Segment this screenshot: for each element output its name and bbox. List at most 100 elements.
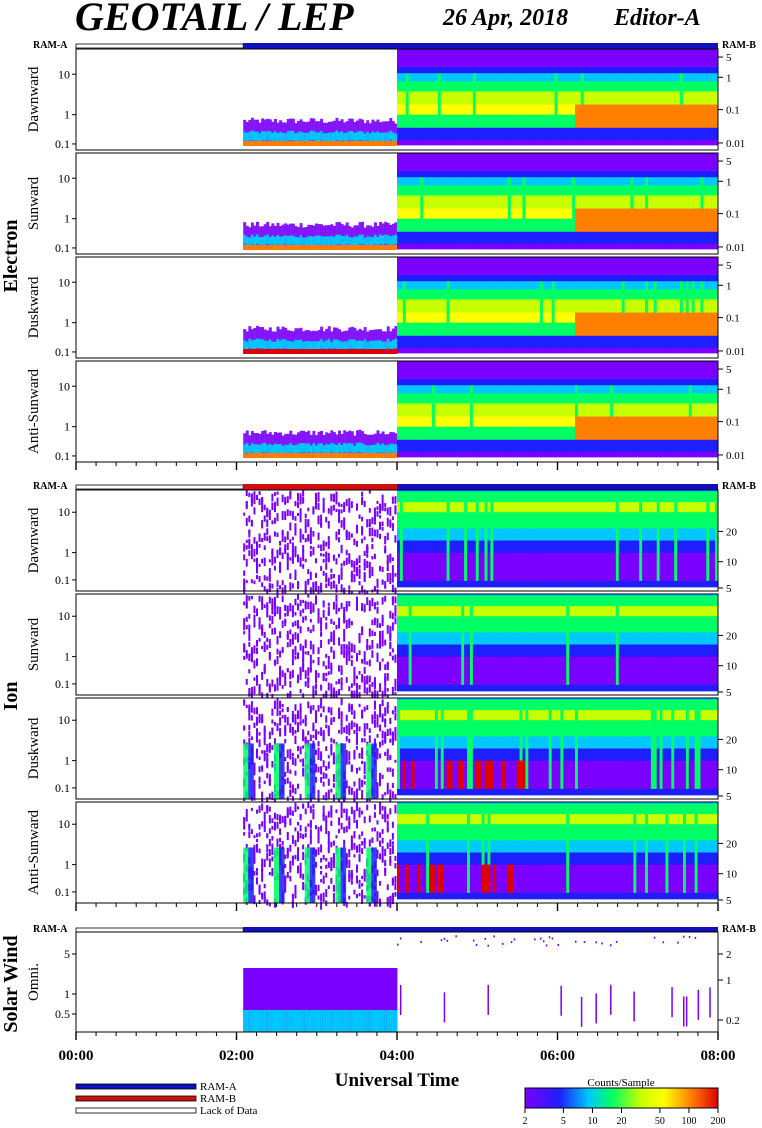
- spectrum-strip: [258, 237, 262, 246]
- spectrum-band: [432, 257, 436, 276]
- spectrum-band: [452, 81, 456, 92]
- spectrum-strip: [261, 245, 265, 250]
- spectrum-band: [423, 177, 427, 186]
- spectrum-band: [621, 185, 626, 196]
- spectrum-band: [712, 91, 716, 105]
- spectrum-band: [519, 171, 523, 178]
- spectrum-band: [510, 416, 515, 428]
- spectrum-band: [572, 361, 576, 380]
- spectrum-strip: [327, 132, 331, 142]
- spectrum-band: [671, 231, 675, 245]
- spectrum-band: [700, 67, 704, 74]
- spectrum-band: [458, 299, 462, 313]
- spectrum-strip: [304, 340, 308, 350]
- spectrum-band: [504, 243, 509, 250]
- spectrum-band: [604, 67, 608, 74]
- spectrum-band: [674, 299, 678, 313]
- spectrum-band: [569, 177, 573, 186]
- spectrum-band: [677, 416, 681, 428]
- spectrum-band: [580, 139, 585, 146]
- spectrum-band: [612, 153, 617, 172]
- spectrum-band: [636, 177, 640, 186]
- spectrum-band: [639, 104, 643, 116]
- spectrum-band: [493, 177, 497, 186]
- spectrum-band: [542, 426, 547, 441]
- spectrum-strip: [325, 443, 329, 453]
- spectrum-band: [458, 312, 462, 324]
- spectrum-strip: [248, 445, 252, 454]
- spectrum-strip: [366, 349, 370, 354]
- spectrum-band: [496, 403, 500, 417]
- spectrum-band: [472, 289, 477, 300]
- spectrum-band: [432, 153, 436, 172]
- spectrum-strip: [353, 339, 357, 349]
- spectrum-strip: [389, 453, 393, 458]
- spectrum-band: [627, 171, 631, 178]
- spectrum-dot: [273, 492, 276, 496]
- spectrum-band: [604, 322, 608, 337]
- spectrum-band: [405, 299, 410, 313]
- spectrum-band: [475, 312, 480, 324]
- spectrum-band: [630, 139, 634, 146]
- spectrum-band: [560, 439, 564, 453]
- spectrum-strip: [263, 442, 267, 453]
- spectrum-band: [665, 335, 669, 349]
- spectrum-band: [542, 347, 547, 354]
- spectrum-band: [522, 67, 526, 74]
- spectrum-strip: [366, 141, 370, 146]
- spectrum-band: [472, 177, 477, 186]
- spectrum-band: [706, 231, 710, 245]
- spectrum-band: [554, 322, 558, 337]
- spectrum-band: [490, 243, 494, 250]
- spectrum-band: [677, 393, 681, 404]
- spectrum-dot: [248, 544, 251, 550]
- spectrum-band: [671, 322, 675, 337]
- spectrum-band: [697, 322, 701, 337]
- spectrum-band: [455, 335, 459, 349]
- spectrum-band: [402, 185, 407, 196]
- spectrum-dot: [289, 522, 292, 531]
- spectrum-band: [461, 439, 465, 453]
- spectrum-strip: [325, 141, 329, 146]
- spectrum-band: [545, 177, 550, 186]
- spectrum-band: [703, 289, 707, 300]
- spectrum-band: [618, 289, 623, 300]
- spectrum-band: [715, 231, 719, 245]
- spectrum-band: [446, 439, 450, 453]
- spectrum-band: [461, 289, 465, 300]
- spectrum-band: [560, 312, 564, 324]
- spectrum-band: [542, 403, 547, 417]
- spectrum-band: [478, 322, 483, 337]
- spectrum-band: [703, 312, 707, 324]
- spectrum-band: [528, 439, 532, 453]
- spectrum-band: [595, 281, 599, 290]
- spectrum-band: [481, 208, 485, 220]
- spectrum-band: [601, 289, 605, 300]
- spectrum-band: [563, 139, 567, 146]
- spectrum-band: [709, 81, 713, 92]
- spectrum-strip: [291, 445, 295, 454]
- spectrum-band: [510, 177, 515, 186]
- spectrum-strip: [253, 245, 257, 250]
- spectrum-band: [647, 114, 652, 129]
- spectrum-band: [624, 127, 628, 141]
- spectrum-band: [700, 335, 704, 349]
- spectrum-band: [487, 416, 491, 428]
- spectrum-band: [645, 73, 649, 82]
- spectrum-band: [572, 153, 576, 172]
- spectrum-band: [624, 171, 628, 178]
- spectrum-band: [487, 104, 491, 116]
- spectrum-band: [493, 335, 497, 349]
- spectrum-band: [685, 218, 690, 233]
- spectrum-band: [399, 451, 404, 458]
- spectrum-band: [551, 208, 555, 220]
- spectrum-band: [598, 379, 602, 386]
- spectrum-band: [499, 218, 503, 233]
- spectrum-band: [715, 49, 719, 68]
- spectrum-band: [598, 299, 602, 313]
- spectrum-band: [712, 81, 716, 92]
- spectrum-band: [484, 91, 488, 105]
- spectrum-band: [539, 231, 544, 245]
- spectrum-band: [525, 426, 529, 441]
- spectrum-band: [426, 361, 430, 380]
